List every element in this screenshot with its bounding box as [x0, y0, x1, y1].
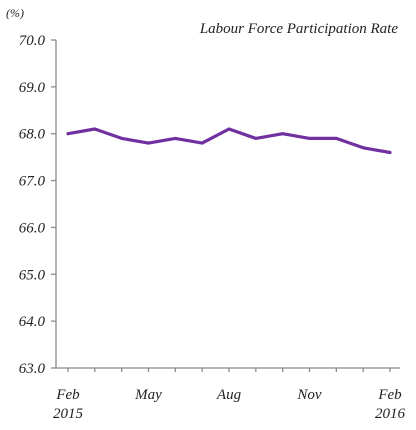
series-group — [66, 127, 392, 155]
data-point — [334, 136, 338, 140]
x-tick-label-line: Feb — [55, 387, 80, 403]
x-tick-label-line: 2015 — [53, 406, 84, 422]
y-tick-label: 66.0 — [19, 220, 46, 236]
series-line — [66, 127, 392, 155]
x-tick-label-line: Aug — [216, 387, 242, 403]
x-tick-label: Feb 2015 — [53, 387, 84, 422]
x-tick-label-line: 2016 — [375, 406, 406, 422]
data-point — [173, 136, 177, 140]
data-point — [361, 146, 365, 150]
x-tick-label-line: Nov — [296, 387, 322, 403]
y-tick-label: 68.0 — [19, 127, 46, 143]
data-point — [147, 141, 150, 145]
data-point — [66, 132, 70, 136]
data-point — [227, 127, 231, 131]
data-point — [388, 150, 392, 154]
x-ticks: Feb 2015 May Aug Nov Feb 2016 — [53, 368, 406, 422]
data-point — [281, 132, 285, 136]
y-unit-label: (%) — [6, 6, 24, 20]
y-tick-label: 63.0 — [19, 361, 46, 377]
data-point — [308, 136, 311, 140]
y-tick-label: 65.0 — [19, 267, 46, 283]
chart-title: Labour Force Participation Rate — [199, 21, 399, 37]
x-tick-label-line: Feb — [377, 387, 402, 403]
y-tick-label: 70.0 — [19, 33, 46, 49]
y-ticks: 70.0 69.0 68.0 67.0 66.0 65.0 64.0 63.0 — [19, 33, 56, 377]
data-point — [254, 136, 258, 140]
y-tick-label: 67.0 — [19, 174, 46, 190]
y-tick-label: 69.0 — [19, 80, 46, 96]
x-tick-label: Aug — [216, 387, 242, 403]
data-point — [93, 127, 97, 131]
x-tick-label-line: May — [134, 387, 162, 403]
data-point — [200, 141, 204, 145]
x-tick-label: Feb 2016 — [375, 387, 406, 422]
x-tick-label: Nov — [296, 387, 322, 403]
y-tick-label: 64.0 — [19, 314, 46, 330]
data-point — [120, 136, 124, 140]
x-tick-label: May — [134, 387, 162, 403]
